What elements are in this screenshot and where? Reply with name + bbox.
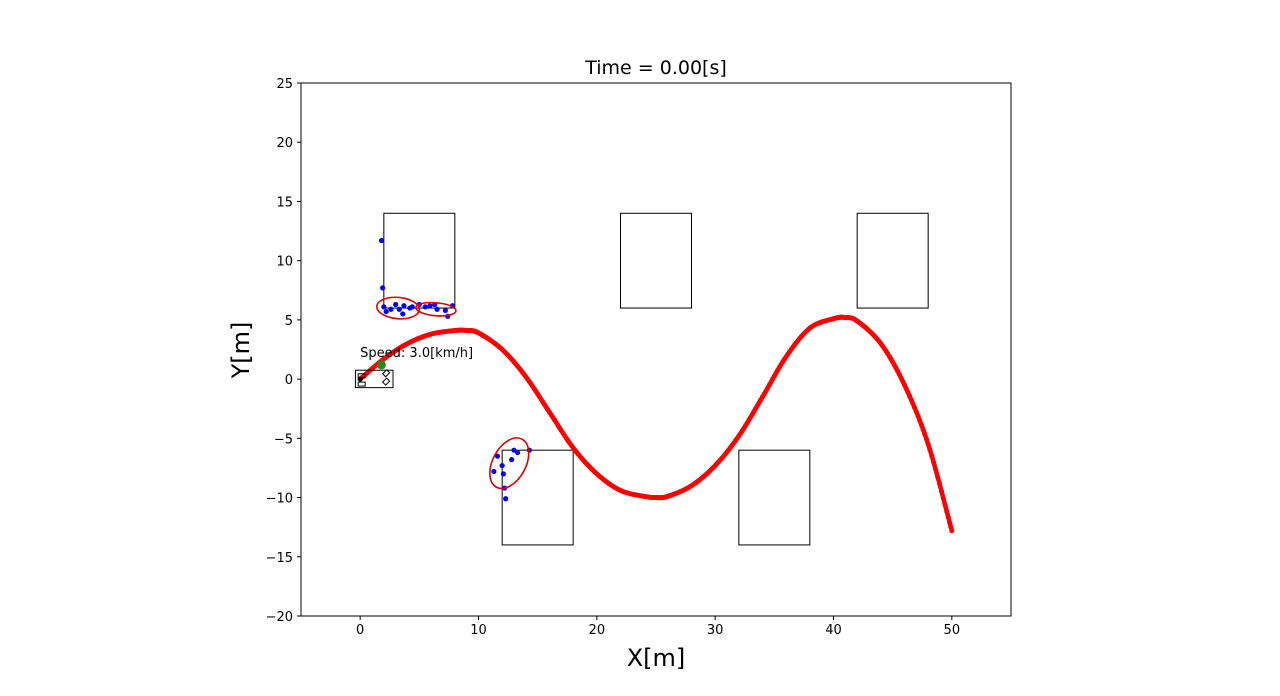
scan-point-24 — [503, 496, 509, 502]
path-point-388 — [944, 509, 950, 515]
cluster-ellipse-0 — [375, 296, 421, 320]
scan-point-3 — [383, 308, 389, 315]
x-tick-label-5: 50 — [944, 623, 961, 638]
path-point-370 — [912, 405, 918, 411]
cluster-ellipse-1 — [415, 301, 457, 317]
axes-frame — [300, 82, 1012, 617]
path-point-382 — [933, 466, 939, 472]
vehicle-wheel-front-right — [381, 377, 391, 386]
x-tick-label-0: 0 — [356, 623, 364, 638]
path-point-368 — [908, 397, 914, 403]
vehicle-position-marker — [376, 360, 386, 370]
scan-point-21 — [499, 462, 505, 469]
y-axis-label: Y[m] — [227, 322, 255, 380]
path-point-392 — [949, 528, 955, 534]
obstacle-4 — [738, 449, 811, 546]
obstacle-2 — [856, 212, 929, 309]
path-point-378 — [925, 441, 931, 447]
vehicle-rear-axle-point — [357, 376, 363, 382]
scan-point-6 — [396, 306, 402, 312]
plot-area: Speed: 3.0[km/h] — [354, 212, 955, 546]
scan-point-2 — [381, 304, 387, 310]
scan-point-10 — [409, 304, 415, 310]
y-tick-label-8: 20 — [276, 136, 293, 151]
y-tick-label-4: 0 — [285, 373, 293, 388]
path-point-387 — [942, 502, 948, 508]
scan-point-5 — [393, 301, 399, 308]
path-point-380 — [929, 453, 935, 459]
path-point-384 — [937, 481, 943, 487]
scan-point-0 — [378, 237, 385, 244]
path-point-367 — [907, 393, 913, 399]
path-point-372 — [915, 413, 921, 419]
path-point-373 — [917, 417, 923, 423]
cluster-ellipse-2 — [489, 437, 530, 490]
y-tick-label-7: 15 — [276, 195, 293, 210]
path-point-375 — [920, 426, 926, 432]
x-tick-label-1: 10 — [470, 623, 487, 638]
speed-annotation: Speed: 3.0[km/h] — [360, 346, 473, 361]
y-tick-label-9: 25 — [276, 77, 293, 92]
y-tick-label-3: −5 — [274, 432, 293, 447]
x-tick-label-4: 40 — [825, 623, 842, 638]
scan-point-25 — [509, 457, 515, 463]
path-point-371 — [913, 409, 919, 415]
obstacle-3 — [501, 449, 574, 546]
scan-point-8 — [401, 303, 407, 309]
path-point-386 — [940, 495, 946, 501]
x-axis-label: X[m] — [627, 644, 686, 672]
y-tick-label-0: −20 — [266, 610, 293, 625]
obstacle-0 — [383, 212, 456, 309]
path-point-381 — [931, 460, 937, 466]
scan-point-1 — [380, 285, 386, 291]
path-point-377 — [923, 436, 929, 442]
path-point-383 — [935, 474, 941, 480]
scan-point-22 — [500, 471, 506, 477]
scan-point-27 — [514, 449, 521, 456]
y-tick-label-5: 5 — [285, 314, 293, 329]
x-tick-label-3: 30 — [707, 623, 724, 638]
scan-point-20 — [494, 453, 501, 459]
vehicle-wheel-rear-right — [357, 381, 366, 387]
path-point-369 — [910, 401, 916, 407]
chart-title: Time = 0.00[s] — [584, 57, 727, 79]
scan-point-4 — [388, 306, 394, 312]
scan-point-12 — [422, 304, 428, 310]
obstacle-1 — [620, 212, 692, 309]
path-point-390 — [947, 520, 953, 526]
vehicle — [354, 369, 394, 389]
scan-point-19 — [491, 468, 497, 475]
path-point-385 — [938, 488, 944, 494]
path-point-389 — [945, 514, 951, 520]
y-tick-label-1: −15 — [266, 551, 293, 566]
y-tick-label-6: 10 — [276, 255, 293, 270]
axis-ticks: 0 10 20 30 40 50 −20 −15 −10 −5 0 5 10 15 20 25 — [266, 77, 961, 638]
x-tick-label-2: 20 — [589, 623, 606, 638]
y-tick-label-2: −10 — [266, 492, 293, 507]
scan-point-13 — [427, 303, 433, 309]
scan-point-16 — [442, 307, 448, 314]
scan-point-7 — [400, 311, 406, 317]
vehicle-body — [354, 369, 394, 389]
path-point-379 — [927, 447, 933, 453]
path-point-366 — [905, 389, 911, 395]
path-point-376 — [922, 431, 928, 437]
vehicle-wheel-front-left — [381, 369, 391, 378]
path-point-374 — [918, 422, 924, 428]
scan-point-15 — [434, 306, 440, 312]
